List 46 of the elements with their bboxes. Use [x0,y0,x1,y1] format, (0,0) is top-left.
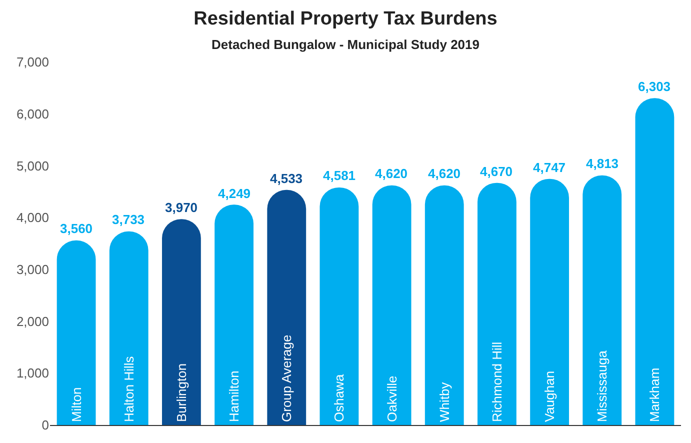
data-label: 4,249 [218,186,251,201]
x-tick-label: Richmond Hill [489,342,504,422]
data-label: 3,733 [112,212,145,227]
bar [109,231,148,425]
x-tick-label: Oshawa [332,374,347,422]
x-tick-label: Hamilton [226,370,242,422]
bar [478,182,516,425]
data-label: 4,670 [480,164,513,179]
data-label: 6,303 [638,79,671,94]
x-tick-label: Mississauga [594,350,610,422]
x-tick-label: Oakville [384,376,400,422]
x-tick-label: Group Average [279,334,294,422]
bar [267,190,306,425]
y-tick-label: 1,000 [16,366,49,381]
data-label: 4,581 [323,168,356,183]
bar [56,240,96,425]
y-tick-label: 3,000 [16,262,49,277]
y-tick-label: 7,000 [16,54,49,70]
data-label: 4,620 [428,166,461,181]
bar [320,187,359,425]
x-tick-label: Whitby [436,382,452,422]
x-tick-label: Burlington [174,363,189,422]
y-tick-label: 4,000 [16,210,49,226]
data-label: 4,813 [586,156,619,171]
bar [635,98,674,425]
y-tick-label: 6,000 [16,106,49,122]
data-label: 4,533 [270,171,303,186]
y-tick-label: 5,000 [16,158,49,174]
y-tick-label: 0 [42,418,49,433]
x-tick-label: Markham [647,368,662,422]
x-tick-label: Milton [68,387,84,422]
bar [372,185,412,425]
x-tick-label: Halton Hills [121,356,136,422]
bar [582,175,622,425]
data-label: 3,970 [165,200,198,215]
y-tick-label: 2,000 [16,314,49,329]
bar [214,204,254,425]
data-label: 4,620 [375,166,408,181]
bar [162,219,201,425]
bar [530,178,569,425]
data-label: 3,560 [60,221,93,236]
x-tick-label: Vaughan [542,370,558,422]
bar [424,185,464,425]
data-label: 4,747 [533,160,566,175]
chart-title: Residential Property Tax Burdens [194,8,498,30]
chart-subtitle: Detached Bungalow - Municipal Study 2019 [212,37,480,52]
